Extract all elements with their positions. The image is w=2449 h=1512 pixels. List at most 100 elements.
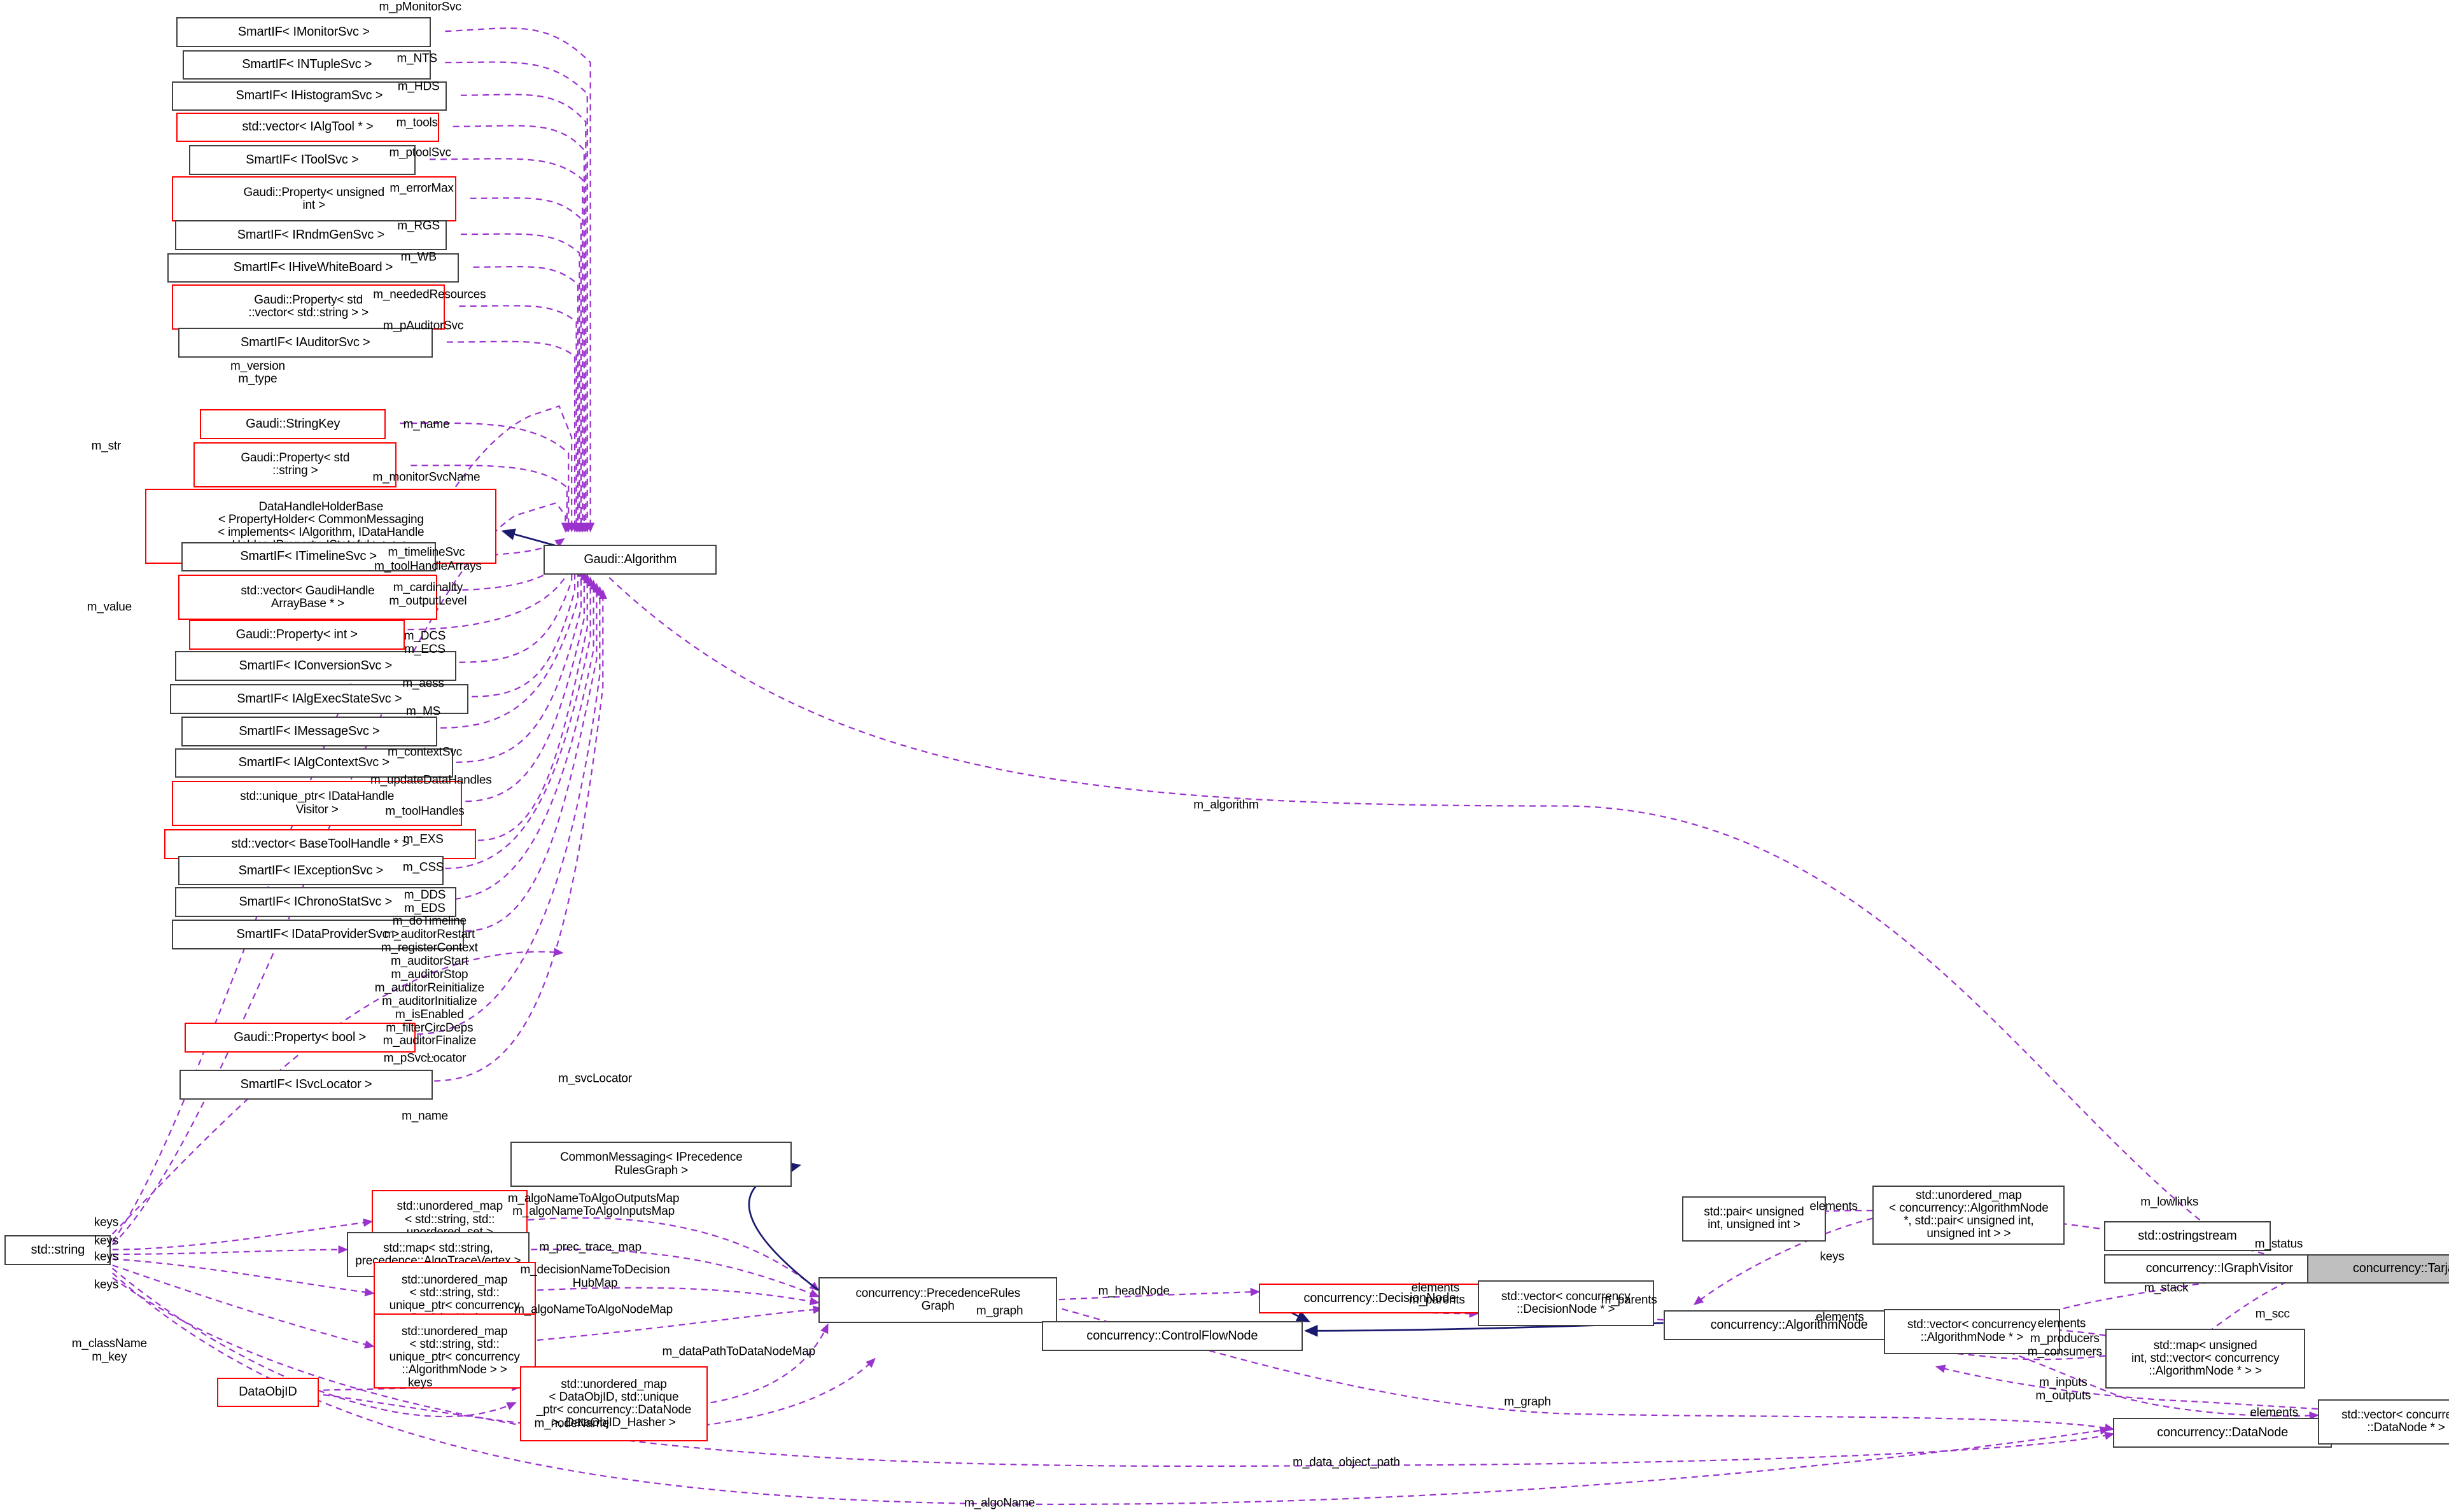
class-node-smartif_intuplesvc[interactable]: SmartIF< INTupleSvc > xyxy=(183,50,432,80)
class-node-dataobjid[interactable]: DataObjID xyxy=(217,1377,319,1408)
class-node-label: concurrency::IGraphVisitor xyxy=(2145,1261,2293,1276)
class-node-label: std::unordered_map < concurrency::Algori… xyxy=(1889,1189,2049,1241)
edge-label-m_DDS_m_EDS: m_DDS m_EDS xyxy=(403,888,446,916)
class-node-vector_ialgtool[interactable]: std::vector< IAlgTool * > xyxy=(176,112,439,143)
edge-label-keys_an: keys xyxy=(1820,1250,1844,1264)
class-node-ostringstream[interactable]: std::ostringstream xyxy=(2103,1221,2271,1251)
edge-label-keys_3: keys xyxy=(94,1250,119,1264)
class-node-precedencerulesgraph[interactable]: concurrency::PrecedenceRules Graph xyxy=(818,1277,1058,1323)
class-node-smartif_imessagesvc[interactable]: SmartIF< IMessageSvc > xyxy=(181,717,438,747)
class-node-vector_gaudihandlearraybase[interactable]: std::vector< GaudiHandle ArrayBase * > xyxy=(178,575,438,620)
class-node-label: Gaudi::Property< bool > xyxy=(234,1030,367,1045)
class-node-unordered_map_string_algorithmnode[interactable]: std::unordered_map < std::string, std:: … xyxy=(373,1313,536,1389)
class-node-smartif_itoolsvc[interactable]: SmartIF< IToolSvc > xyxy=(188,145,416,175)
class-node-label: Gaudi::Property< std ::string > xyxy=(241,451,350,478)
edge-label-elements_datanode: elements xyxy=(2250,1406,2298,1420)
class-node-vector_datanode[interactable]: std::vector< concurrency ::DataNode * > xyxy=(2317,1399,2449,1445)
class-node-property_int[interactable]: Gaudi::Property< int > xyxy=(188,620,405,650)
edge-label-keys_4: keys xyxy=(94,1278,119,1292)
class-node-smartif_imonitorsvc[interactable]: SmartIF< IMonitorSvc > xyxy=(176,17,432,47)
class-node-label: SmartIF< IMonitorSvc > xyxy=(237,24,370,39)
class-node-smartif_ihivewhiteboard[interactable]: SmartIF< IHiveWhiteBoard > xyxy=(167,253,460,283)
class-node-smartif_iauditorsvc[interactable]: SmartIF< IAuditorSvc > xyxy=(178,328,433,358)
edge-label-m_lowlinks: m_lowlinks xyxy=(2140,1195,2199,1209)
class-node-label: std::vector< concurrency ::DecisionNode … xyxy=(1501,1289,1631,1316)
edge-label-keys_dataobjid: keys xyxy=(408,1376,433,1390)
class-node-igraphvisitor[interactable]: concurrency::IGraphVisitor xyxy=(2103,1254,2335,1284)
edge-label-elements_dn: elements xyxy=(1411,1281,1460,1295)
class-node-label: SmartIF< IToolSvc > xyxy=(246,152,359,167)
edge-label-m_CSS: m_CSS xyxy=(402,861,444,875)
class-node-uniqueptr_idatahandlevisitor[interactable]: std::unique_ptr< IDataHandle Visitor > xyxy=(171,781,463,827)
class-node-label: std::string xyxy=(31,1242,85,1257)
edge-label-m_contextSvc: m_contextSvc xyxy=(388,745,462,759)
edge-label-m_HDS: m_HDS xyxy=(397,80,440,94)
class-node-label: Gaudi::StringKey xyxy=(246,416,340,431)
class-node-smartif_idataprovidersvc[interactable]: SmartIF< IDataProviderSvc > xyxy=(171,920,464,950)
edge-label-m_pAuditorSvc: m_pAuditorSvc xyxy=(382,319,464,333)
class-node-property_uint[interactable]: Gaudi::Property< unsigned int > xyxy=(171,176,456,222)
class-node-algorithmnode[interactable]: concurrency::AlgorithmNode xyxy=(1663,1310,1915,1340)
class-node-pair_uint_uint[interactable]: std::pair< unsigned int, unsigned int > xyxy=(1682,1196,1826,1242)
edge-label-m_cardinality_outputlevel: m_cardinality m_outputLevel xyxy=(389,581,467,608)
edge-label-m_decisionNameToDecisionHubMap: m_decisionNameToDecision HubMap xyxy=(520,1263,670,1291)
class-node-label: SmartIF< IDataProviderSvc > xyxy=(236,927,400,942)
edge-label-m_graph_right: m_graph xyxy=(1504,1395,1551,1409)
edge-label-m_algoNameToAlgoNodeMap: m_algoNameToAlgoNodeMap xyxy=(514,1303,673,1317)
edge-label-m_errorMax: m_errorMax xyxy=(389,181,454,195)
class-node-map_uint_vector_algorithmnode[interactable]: std::map< unsigned int, std::vector< con… xyxy=(2105,1329,2306,1389)
class-node-label: std::vector< IAlgTool * > xyxy=(242,120,374,134)
class-node-label: Gaudi::Property< int > xyxy=(235,627,358,641)
class-node-smartif_ialgexecstatesvc[interactable]: SmartIF< IAlgExecStateSvc > xyxy=(170,683,469,714)
class-node-label: SmartIF< ITimelineSvc > xyxy=(240,549,377,564)
class-node-smartif_iconversionsvc[interactable]: SmartIF< IConversionSvc > xyxy=(174,651,456,681)
edge-label-m_algorithm: m_algorithm xyxy=(1193,798,1259,812)
class-node-datanode[interactable]: concurrency::DataNode xyxy=(2113,1418,2332,1448)
edge-label-m_status: m_status xyxy=(2254,1237,2303,1251)
edge-label-m_ptoolSvc: m_ptoolSvc xyxy=(389,146,451,160)
class-node-gaudi_stringkey[interactable]: Gaudi::StringKey xyxy=(200,409,386,439)
edge-label-m_WB: m_WB xyxy=(400,250,437,264)
class-node-unordered_map_dataobjid_datanode[interactable]: std::unordered_map < DataObjID, std::uni… xyxy=(520,1366,708,1442)
class-node-property_bool[interactable]: Gaudi::Property< bool > xyxy=(184,1023,416,1053)
class-node-label: Gaudi::Property< unsigned int > xyxy=(243,185,385,212)
class-node-label: std::vector< BaseToolHandle * > xyxy=(231,836,409,851)
class-node-gaudi_algorithm[interactable]: Gaudi::Algorithm xyxy=(544,545,717,575)
class-node-label: CommonMessaging< IPrecedence RulesGraph … xyxy=(560,1151,743,1177)
edge-label-elements_pair: elements xyxy=(1809,1200,1858,1214)
class-node-property_string[interactable]: Gaudi::Property< std ::string > xyxy=(193,442,397,487)
class-node-std_string[interactable]: std::string xyxy=(4,1235,111,1265)
class-node-decisionnode[interactable]: concurrency::DecisionNode xyxy=(1258,1284,1501,1313)
edge-label-elements_van: elements xyxy=(2037,1317,2086,1331)
class-node-smartif_itimelinesvc[interactable]: SmartIF< ITimelineSvc > xyxy=(181,542,436,572)
class-node-tarjansccfinder[interactable]: concurrency::TarjanSCCFinder xyxy=(2306,1254,2449,1284)
class-node-smartif_isvclocator[interactable]: SmartIF< ISvcLocator > xyxy=(179,1070,433,1100)
edge-label-m_algoName: m_algoName xyxy=(964,1496,1035,1510)
class-node-smartif_ihistogramsvc[interactable]: SmartIF< IHistogramSvc > xyxy=(171,81,447,111)
edge-label-m_monitorSvcName: m_monitorSvcName xyxy=(372,470,481,484)
edge-label-m_toolHandles: m_toolHandles xyxy=(385,804,465,818)
class-node-smartif_ialgcontextsvc[interactable]: SmartIF< IAlgContextSvc > xyxy=(174,748,453,778)
class-node-controlflownode[interactable]: concurrency::ControlFlowNode xyxy=(1041,1321,1303,1351)
class-node-vector_algorithmnode[interactable]: std::vector< concurrency ::AlgorithmNode… xyxy=(1883,1308,2060,1354)
class-node-vector_decisionnode[interactable]: std::vector< concurrency ::DecisionNode … xyxy=(1477,1280,1654,1326)
class-node-smartif_iexceptionsvc[interactable]: SmartIF< IExceptionSvc > xyxy=(178,855,444,886)
class-node-label: std::unordered_map < DataObjID, std::uni… xyxy=(536,1377,692,1430)
edge-label-m_producers_m_consumers: m_producers m_consumers xyxy=(2027,1332,2102,1359)
class-node-unordered_map_algorithmnode_pair[interactable]: std::unordered_map < concurrency::Algori… xyxy=(1872,1185,2065,1245)
class-node-label: concurrency::DataNode xyxy=(2157,1425,2289,1440)
edge-label-elements_an: elements xyxy=(1816,1310,1864,1324)
class-node-commonmessaging_iprecedencerulesgraph[interactable]: CommonMessaging< IPrecedence RulesGraph … xyxy=(510,1141,792,1187)
class-node-smartif_ichronostatsvc[interactable]: SmartIF< IChronoStatSvc > xyxy=(174,886,456,917)
edge-label-m_neededResources: m_neededResources xyxy=(373,288,486,302)
class-node-label: std::unique_ptr< IDataHandle Visitor > xyxy=(240,790,395,816)
class-node-smartif_irndmgensvc[interactable]: SmartIF< IRndmGenSvc > xyxy=(174,220,447,250)
edge-label-m_dataPathToDataNodeMap: m_dataPathToDataNodeMap xyxy=(662,1345,816,1359)
class-node-label: std::vector< concurrency ::AlgorithmNode… xyxy=(1907,1317,2037,1345)
edge-label-m_aess: m_aess xyxy=(402,676,444,690)
class-node-label: SmartIF< IAuditorSvc > xyxy=(241,335,370,350)
class-node-label: SmartIF< IAlgExecStateSvc > xyxy=(237,691,402,706)
edge-label-m_DCS_m_ECS: m_DCS m_ECS xyxy=(403,629,446,657)
class-node-label: Gaudi::Algorithm xyxy=(584,552,677,567)
edge-label-m_alg_props: m_doTimeline m_auditorRestart m_register… xyxy=(374,914,484,1061)
